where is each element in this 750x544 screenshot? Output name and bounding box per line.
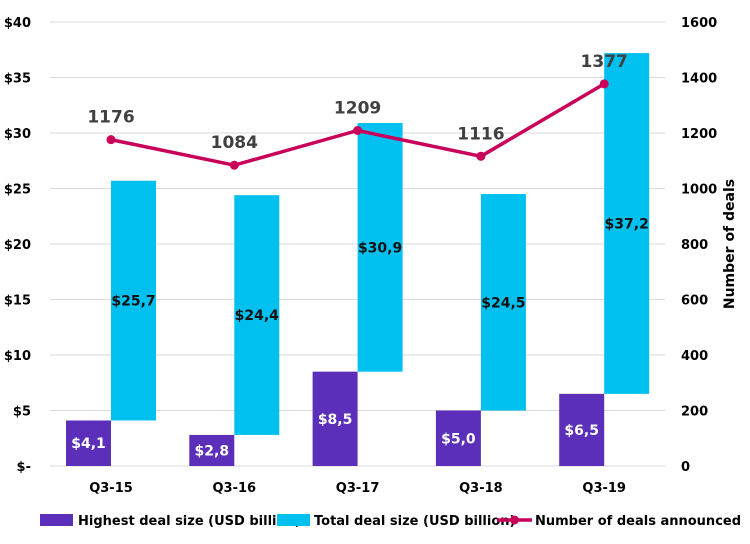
highest-deal-bar [559,393,605,466]
total-deal-bar [604,53,650,394]
legend: Highest deal size (USD billion) Total dea… [40,514,741,529]
highest-deal-label: $8,5 [318,412,353,428]
x-axis-ticks: Q3-15 Q3-16 Q3-17 Q3-18 Q3-19 [89,481,626,496]
highest-deal-bar [312,371,358,466]
deals-point [353,126,363,136]
legend-swatch-total [277,514,310,526]
legend-label-deals: Number of deals announced [535,514,741,529]
total-deal-label: $37,2 [605,216,649,232]
highest-deal-label: $6,5 [564,423,599,439]
highest-deal-bar [435,410,481,466]
left-tick-label: $30 [4,127,31,142]
right-tick-label: 400 [681,349,708,364]
right-tick-label: 0 [681,460,690,475]
deals-label: 1377 [581,52,628,72]
left-axis-ticks: $- $5 $10 $15 $20 $25 $30 $35 $40 [4,16,31,475]
right-tick-label: 1400 [681,72,717,87]
total-deal-bar [480,194,526,411]
left-tick-label: $15 [4,294,31,309]
right-tick-label: 1200 [681,127,717,142]
deals-point [229,160,239,170]
total-deal-label: $24,5 [481,295,525,311]
deals-point [599,79,609,89]
total-deal-bar [234,195,280,435]
left-tick-label: $5 [13,405,31,420]
left-tick-label: $40 [4,16,31,31]
total-deal-bar [357,123,403,372]
right-tick-label: 1000 [681,183,717,198]
right-tick-label: 1600 [681,16,717,31]
total-deal-label: $30,9 [358,240,402,256]
x-tick-label: Q3-16 [213,481,257,496]
highest-deal-label: $4,1 [71,436,106,452]
deals-label: 1116 [457,124,504,144]
x-tick-label: Q3-15 [89,481,133,496]
x-tick-label: Q3-18 [459,481,503,496]
x-tick-label: Q3-17 [336,481,380,496]
highest-deal-label: $2,8 [195,443,230,459]
deals-label: 1209 [334,99,381,119]
total-deal-bar [111,180,156,421]
legend-swatch-marker [510,515,519,525]
right-axis-title: Number of deals [722,179,738,309]
total-deal-label: $24,4 [235,308,280,324]
legend-item-deals: Number of deals announced [497,514,741,529]
left-tick-label: $20 [4,238,31,253]
deals-point [106,135,116,145]
legend-swatch-highest [40,514,73,526]
deals-label: 1176 [87,108,134,128]
left-tick-label: $25 [4,183,31,198]
deals-label: 1084 [211,133,258,153]
highest-deal-bar [189,434,235,466]
right-tick-label: 600 [681,294,708,309]
legend-item-highest: Highest deal size (USD billion) [40,514,301,529]
bars [66,53,650,466]
right-axis-ticks: 0 200 400 600 800 1000 1200 1400 1600 [681,16,717,475]
legend-label-total: Total deal size (USD billion) [314,514,515,529]
bar-labels: $4,1 $25,7 $2,8 $24,4 $8,5 $30,9 $5,0 $24,5 $6,5… [71,216,649,459]
deals-line: 1176 1084 1209 1116 1377 [87,52,628,170]
deals-point [476,151,486,161]
left-tick-label: $35 [4,72,31,87]
highest-deal-label: $5,0 [441,431,476,447]
x-tick-label: Q3-19 [582,481,626,496]
right-tick-label: 800 [681,238,708,253]
highest-deal-bar [66,420,111,466]
total-deal-label: $25,7 [111,294,155,310]
legend-item-total: Total deal size (USD billion) [277,514,515,529]
left-tick-label: $10 [4,349,31,364]
legend-label-highest: Highest deal size (USD billion) [78,514,301,529]
left-tick-label: $- [17,460,31,475]
right-tick-label: 200 [681,405,708,420]
